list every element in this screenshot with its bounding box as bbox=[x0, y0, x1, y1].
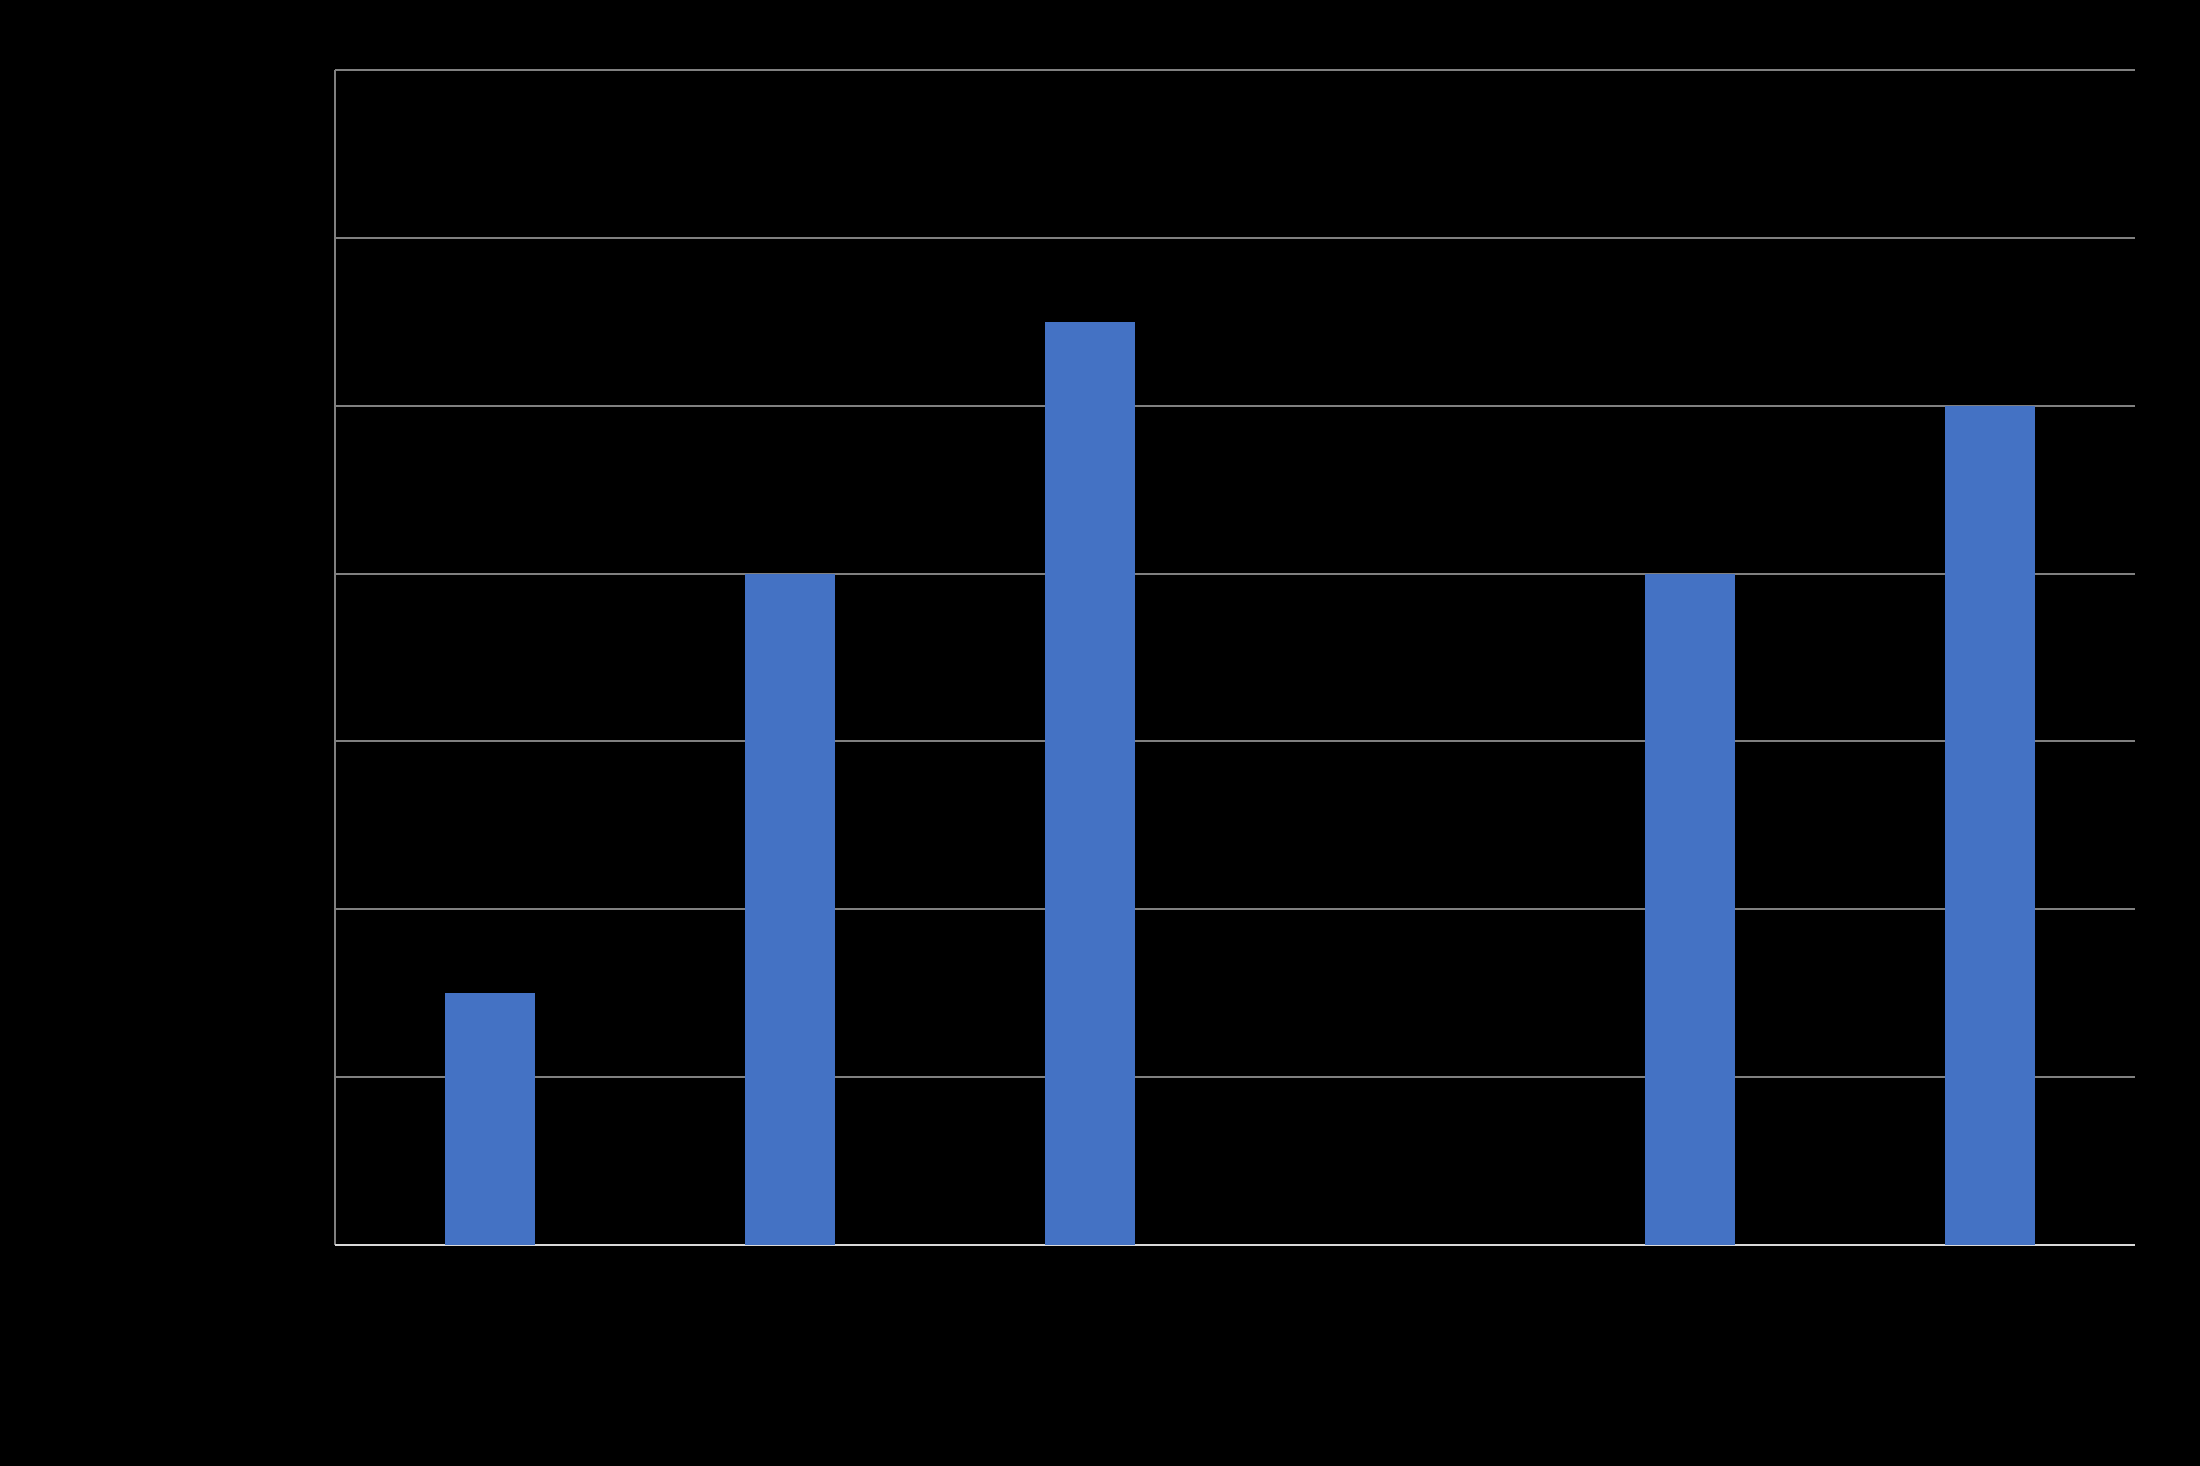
gridline bbox=[335, 573, 2135, 575]
bar bbox=[1045, 322, 1135, 1245]
plot-area bbox=[335, 70, 2135, 1245]
y-axis bbox=[334, 70, 336, 1245]
gridline bbox=[335, 405, 2135, 407]
bar bbox=[745, 574, 835, 1245]
bar bbox=[1945, 406, 2035, 1245]
gridline bbox=[335, 237, 2135, 239]
gridline bbox=[335, 69, 2135, 71]
x-axis bbox=[335, 1244, 2135, 1246]
bar bbox=[445, 993, 535, 1245]
gridline bbox=[335, 908, 2135, 910]
bar bbox=[1645, 574, 1735, 1245]
gridline bbox=[335, 1076, 2135, 1078]
gridline bbox=[335, 740, 2135, 742]
